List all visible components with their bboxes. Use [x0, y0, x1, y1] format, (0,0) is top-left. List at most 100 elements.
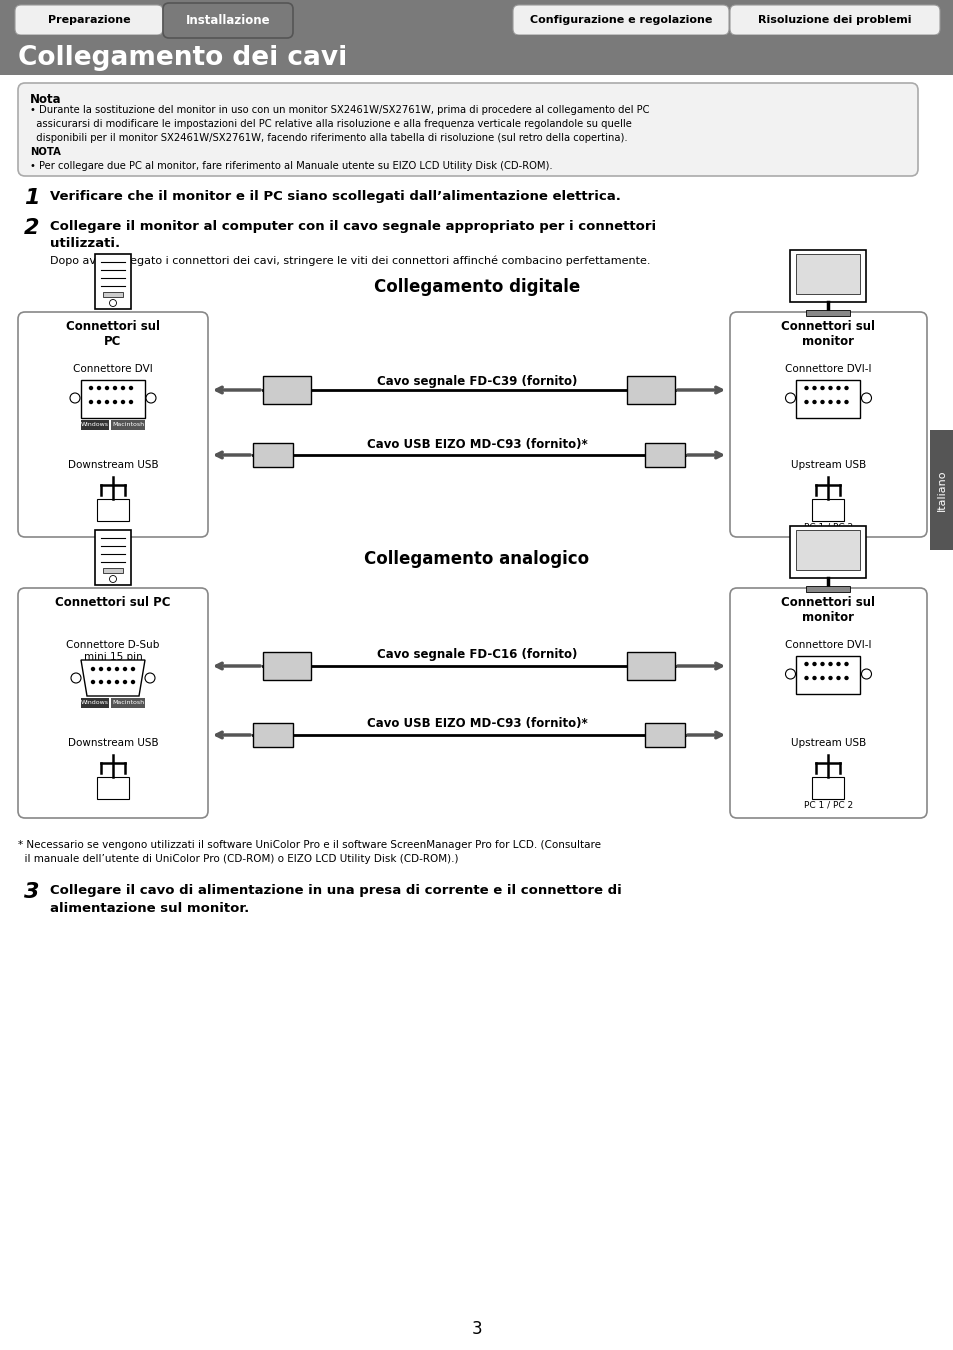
Bar	[253, 443, 293, 467]
Text: Macintosh: Macintosh	[112, 701, 144, 706]
Bar	[253, 724, 293, 747]
Text: Connettori sul
monitor: Connettori sul monitor	[781, 595, 875, 624]
Text: PC 1 / PC 2: PC 1 / PC 2	[803, 522, 852, 531]
FancyBboxPatch shape	[15, 5, 163, 35]
Circle shape	[811, 676, 816, 680]
Text: Upstream USB: Upstream USB	[790, 460, 865, 470]
Text: il manuale dell’utente di UniColor Pro (CD-ROM) o EIZO LCD Utility Disk (CD-ROM): il manuale dell’utente di UniColor Pro (…	[18, 855, 458, 864]
Bar	[97, 778, 129, 799]
Text: alimentazione sul monitor.: alimentazione sul monitor.	[50, 902, 249, 915]
FancyBboxPatch shape	[729, 589, 926, 818]
Text: Configurazione e regolazione: Configurazione e regolazione	[529, 15, 712, 26]
Bar	[0, 35, 953, 76]
Circle shape	[861, 670, 871, 679]
Bar	[790, 250, 865, 302]
Bar	[796, 379, 860, 418]
Circle shape	[861, 393, 871, 404]
Bar	[626, 652, 675, 680]
Bar	[111, 420, 145, 431]
Circle shape	[843, 400, 848, 404]
Text: Connettori sul PC: Connettori sul PC	[55, 595, 171, 609]
FancyBboxPatch shape	[729, 5, 939, 35]
Circle shape	[123, 680, 127, 684]
Text: Italiano: Italiano	[936, 470, 946, 510]
Bar	[796, 531, 860, 570]
Circle shape	[827, 676, 832, 680]
Circle shape	[843, 662, 848, 666]
Text: Verificare che il monitor e il PC siano scollegati dall’alimentazione elettrica.: Verificare che il monitor e il PC siano …	[50, 190, 620, 202]
Circle shape	[91, 667, 95, 671]
Circle shape	[827, 400, 832, 404]
Circle shape	[121, 386, 125, 390]
FancyBboxPatch shape	[18, 312, 208, 537]
Circle shape	[784, 670, 795, 679]
Circle shape	[129, 386, 133, 390]
Circle shape	[96, 386, 101, 390]
Bar	[263, 652, 311, 680]
Circle shape	[146, 393, 156, 404]
Bar	[626, 377, 675, 404]
Text: Connettori sul
monitor: Connettori sul monitor	[781, 320, 875, 348]
Circle shape	[105, 400, 109, 404]
Circle shape	[811, 386, 816, 390]
Bar	[0, 0, 953, 65]
Bar	[97, 500, 129, 521]
Text: Windows: Windows	[81, 423, 109, 428]
Circle shape	[836, 400, 840, 404]
Circle shape	[110, 300, 116, 306]
Circle shape	[836, 662, 840, 666]
Bar	[796, 656, 860, 694]
Circle shape	[827, 662, 832, 666]
Text: Collegare il monitor al computer con il cavo segnale appropriato per i connettor: Collegare il monitor al computer con il …	[50, 220, 656, 234]
Circle shape	[71, 674, 81, 683]
Circle shape	[99, 680, 103, 684]
Circle shape	[836, 676, 840, 680]
Circle shape	[99, 667, 103, 671]
Circle shape	[129, 400, 133, 404]
Bar	[929, 431, 953, 549]
Text: Upstream USB: Upstream USB	[790, 738, 865, 748]
Circle shape	[803, 662, 808, 666]
Text: Collegamento digitale: Collegamento digitale	[374, 278, 579, 296]
Bar	[103, 292, 123, 297]
Text: Nota: Nota	[30, 93, 62, 107]
Text: Risoluzione dei problemi: Risoluzione dei problemi	[758, 15, 911, 26]
Bar	[103, 568, 123, 572]
Text: Collegare il cavo di alimentazione in una presa di corrente e il connettore di: Collegare il cavo di alimentazione in un…	[50, 884, 621, 896]
Circle shape	[114, 667, 119, 671]
Circle shape	[96, 400, 101, 404]
FancyBboxPatch shape	[513, 5, 728, 35]
Circle shape	[107, 667, 112, 671]
Bar	[81, 698, 109, 707]
Circle shape	[112, 386, 117, 390]
Text: Collegamento analogico: Collegamento analogico	[364, 549, 589, 568]
Circle shape	[121, 400, 125, 404]
Circle shape	[843, 676, 848, 680]
Bar	[812, 500, 843, 521]
Text: 2: 2	[24, 217, 39, 238]
Text: utilizzati.: utilizzati.	[50, 238, 120, 250]
Circle shape	[89, 386, 93, 390]
FancyBboxPatch shape	[729, 312, 926, 537]
Text: Dopo aver collegato i connettori dei cavi, stringere le viti dei connettori affi: Dopo aver collegato i connettori dei cav…	[50, 256, 650, 266]
Circle shape	[89, 400, 93, 404]
Text: 1: 1	[24, 188, 39, 208]
Circle shape	[836, 386, 840, 390]
Text: Connettore D-Sub
mini 15 pin: Connettore D-Sub mini 15 pin	[67, 640, 159, 662]
Circle shape	[107, 680, 112, 684]
Circle shape	[114, 680, 119, 684]
Text: * Necessario se vengono utilizzati il software UniColor Pro e il software Screen: * Necessario se vengono utilizzati il so…	[18, 840, 600, 850]
Text: Macintosh: Macintosh	[112, 423, 144, 428]
Circle shape	[820, 662, 823, 666]
Text: Downstream USB: Downstream USB	[68, 738, 158, 748]
Text: Downstream USB: Downstream USB	[68, 460, 158, 470]
Circle shape	[820, 386, 823, 390]
Circle shape	[70, 393, 80, 404]
Text: Collegamento dei cavi: Collegamento dei cavi	[18, 45, 347, 72]
Bar	[263, 377, 311, 404]
Text: Cavo segnale FD-C16 (fornito): Cavo segnale FD-C16 (fornito)	[376, 648, 577, 662]
Circle shape	[145, 674, 154, 683]
Text: Cavo USB EIZO MD-C93 (fornito)*: Cavo USB EIZO MD-C93 (fornito)*	[366, 717, 587, 730]
Bar	[81, 379, 145, 418]
Circle shape	[131, 680, 135, 684]
